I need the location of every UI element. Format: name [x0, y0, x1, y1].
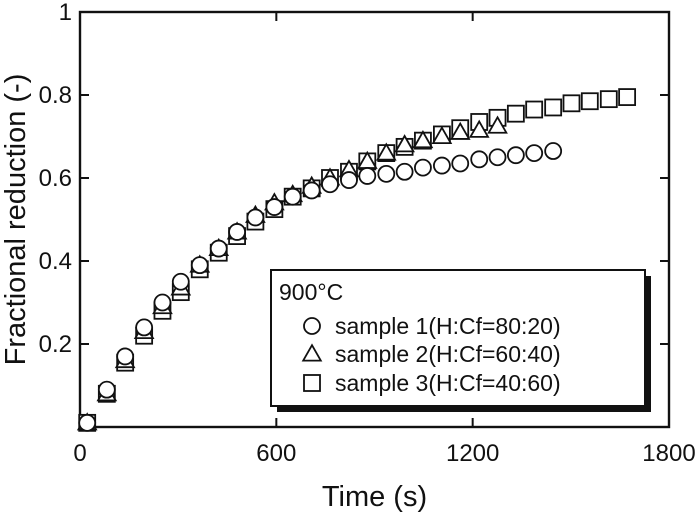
- legend-entry-sample-3: sample 3(H:Cf=40:60): [335, 370, 561, 396]
- x-tick-labels: 0 600 1200 1800: [73, 440, 695, 467]
- data-point-series-1: [470, 150, 489, 169]
- data-point-series-1: [171, 272, 190, 291]
- data-point-series-1: [340, 171, 358, 189]
- data-point-series-3: [562, 94, 581, 113]
- data-point-series-1: [246, 208, 265, 227]
- data-point-series-2: [449, 121, 471, 140]
- plot-frame: [78, 10, 671, 429]
- data-point-series-3: [544, 98, 563, 117]
- x-tick-label: 1800: [642, 440, 695, 467]
- data-point-series-3: [525, 100, 544, 119]
- data-point-series-1: [377, 164, 396, 183]
- y-tick-label: 0.8: [39, 82, 72, 109]
- legend-symbol-3: [303, 374, 321, 392]
- x-tick-label: 600: [256, 440, 296, 467]
- data-point-series-1: [358, 167, 377, 185]
- data-point-series-2: [394, 134, 415, 153]
- data-point-series-1: [506, 146, 525, 165]
- data-point-series-2: [487, 115, 508, 134]
- y-tick-label: 1: [59, 0, 72, 26]
- data-point-series-3: [506, 104, 525, 123]
- data-point-series-1: [135, 318, 154, 337]
- data-point-series-2: [412, 130, 434, 149]
- x-axis-title: Time (s): [322, 481, 427, 513]
- data-point-series-2: [468, 119, 490, 138]
- data-point-series-1: [321, 175, 339, 194]
- legend-box: [270, 269, 646, 407]
- data-point-series-1: [451, 154, 470, 173]
- legend-entry-sample-2: sample 2(H:Cf=60:40): [335, 341, 561, 367]
- data-point-series-3: [618, 88, 637, 106]
- data-point-series-1: [544, 142, 563, 160]
- data-point-series-3: [599, 90, 618, 109]
- data-point-series-1: [97, 380, 116, 399]
- plot-border: [78, 10, 671, 429]
- data-point-series-1: [228, 223, 246, 241]
- data-point-series-3: [580, 92, 599, 111]
- data-point-series-1: [414, 158, 432, 177]
- y-tick-labels: 0.2 0.4 0.6 0.8 1: [39, 0, 72, 358]
- data-point-series-1: [302, 181, 321, 200]
- data-point-series-1: [525, 144, 544, 163]
- x-tick-label: 1200: [446, 440, 499, 467]
- data-point-series-1: [116, 347, 135, 366]
- y-tick-label: 0.4: [39, 248, 72, 275]
- y-axis-title: Fractional reduction (-): [0, 74, 32, 366]
- data-point-series-1: [78, 413, 97, 432]
- data-markers: [76, 88, 637, 432]
- legend-title: 900°C: [279, 279, 343, 305]
- legend-symbol-1: [303, 317, 321, 335]
- legend-symbol-2: [301, 343, 323, 362]
- data-point-series-1: [265, 198, 284, 216]
- data-point-series-1: [190, 256, 209, 275]
- data-point-series-1: [395, 162, 414, 181]
- legend-entry-sample-1: sample 1(H:Cf=80:20): [335, 313, 561, 339]
- y-tick-label: 0.2: [39, 331, 72, 358]
- data-point-series-1: [433, 156, 451, 175]
- data-point-series-1: [153, 293, 172, 312]
- data-point-series-1: [283, 187, 302, 206]
- data-point-series-1: [209, 239, 228, 258]
- data-point-series-2: [431, 125, 453, 145]
- y-tick-label: 0.6: [39, 165, 72, 192]
- x-tick-label: 0: [73, 440, 86, 467]
- legend-symbols: [301, 317, 323, 392]
- legend: 900°C sample 1(H:Cf=80:20) sample 2(H:Cf…: [270, 269, 651, 412]
- data-point-series-2: [375, 142, 397, 161]
- data-point-series-1: [488, 148, 507, 167]
